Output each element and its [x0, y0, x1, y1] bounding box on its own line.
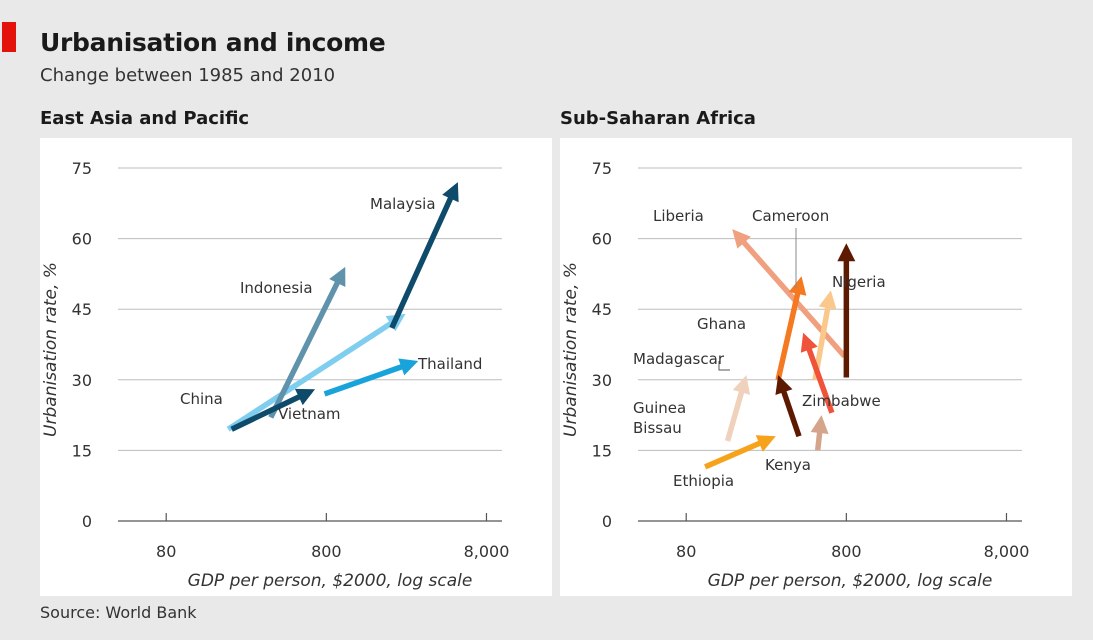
arrow-head-kenya	[810, 415, 829, 434]
x-axis-title: GDP per person, $2000, log scale	[188, 571, 473, 591]
y-tick-label: 45	[592, 300, 612, 319]
y-tick-label: 75	[72, 159, 92, 178]
arrow-head-guinea-bissau	[732, 375, 751, 395]
series-label-malaysia: Malaysia	[370, 195, 436, 213]
y-axis-title: Urbanisation rate, %	[561, 262, 581, 437]
panel-title-sub-saharan-africa: Sub-Saharan Africa	[560, 108, 756, 129]
series-label-nigeria: Nigeria	[832, 273, 886, 291]
arrow-shaft-guinea-bissau	[724, 389, 745, 442]
x-tick-label: 800	[831, 542, 862, 561]
x-tick-label: 800	[311, 542, 342, 561]
x-axis-title: GDP per person, $2000, log scale	[708, 571, 993, 591]
series-label-zimbabwe: Zimbabwe	[802, 392, 881, 410]
arrow-head-madagascar	[775, 375, 793, 396]
arrow-head-ethiopia	[755, 435, 776, 452]
x-tick-label: 8,000	[984, 542, 1030, 561]
series-label-guinea-bissau-line1: Guinea	[633, 399, 686, 417]
y-tick-label: 0	[82, 512, 92, 531]
x-tick-label: 80	[156, 542, 176, 561]
arrow-shaft-madagascar	[780, 389, 802, 438]
leader-line-madagascar	[718, 361, 730, 371]
series-label-ghana: Ghana	[697, 315, 746, 333]
arrow-head-malaysia	[442, 182, 459, 203]
y-tick-label: 15	[592, 441, 612, 460]
series-label-cameroon: Cameroon	[752, 207, 829, 225]
y-tick-label: 30	[72, 371, 92, 390]
chart-panel-sub-saharan-africa: 0 15 30 45 60 75 80 800 8,000 GDP per person, $20…	[560, 138, 1072, 596]
arrow-head-ghana	[788, 276, 807, 296]
arrow-head-vietnam	[294, 388, 316, 406]
chart-svg-sub-saharan-africa: 0 15 30 45 60 75 80 800 8,000 GDP per person, $20…	[561, 159, 1030, 591]
arrow-head-thailand	[398, 358, 419, 376]
y-tick-label: 75	[592, 159, 612, 178]
y-tick-label: 60	[72, 230, 92, 249]
arrow-shaft-vietnam	[230, 393, 302, 432]
series-label-ethiopia: Ethiopia	[673, 472, 734, 490]
arrow-shaft-zimbabwe	[805, 346, 835, 414]
series-label-vietnam: Vietnam	[278, 405, 341, 423]
arrow-shaft-ghana	[775, 291, 801, 381]
arrow-shaft-ethiopia	[704, 440, 763, 470]
series-label-kenya: Kenya	[765, 456, 811, 474]
chart-panel-east-asia: 0 15 30 45 60 75 80 800 8,000 GDP per person, $20…	[40, 138, 552, 596]
arrow-shaft-kenya	[814, 430, 823, 451]
y-tick-label: 0	[602, 512, 612, 531]
y-axis-title: Urbanisation rate, %	[41, 262, 61, 437]
series-label-china: China	[180, 390, 223, 408]
y-tick-label: 45	[72, 300, 92, 319]
series-label-indonesia: Indonesia	[240, 279, 313, 297]
brand-red-tag	[2, 22, 16, 52]
arrow-head-cameroon	[818, 290, 837, 310]
source-note: Source: World Bank	[40, 603, 197, 622]
y-tick-label: 15	[72, 441, 92, 460]
panel-title-east-asia: East Asia and Pacific	[40, 108, 250, 129]
y-tick-label: 30	[592, 371, 612, 390]
arrow-head-zimbabwe	[800, 332, 818, 353]
chart-svg-east-asia: 0 15 30 45 60 75 80 800 8,000 GDP per person, $20…	[41, 159, 510, 591]
arrow-shaft-malaysia	[389, 195, 454, 330]
series-label-thailand: Thailand	[417, 355, 482, 373]
arrow-head-nigeria	[837, 243, 856, 262]
chart-title: Urbanisation and income	[40, 28, 386, 57]
arrow-shaft-indonesia	[268, 279, 341, 419]
arrow-head-indonesia	[329, 266, 346, 287]
series-label-madagascar: Madagascar	[633, 350, 725, 368]
series-label-guinea-bissau-line2: Bissau	[633, 419, 682, 437]
arrow-shaft-thailand	[323, 363, 405, 397]
arrow-shaft-china	[226, 320, 394, 432]
y-tick-label: 60	[592, 230, 612, 249]
chart-subtitle: Change between 1985 and 2010	[40, 65, 336, 86]
x-tick-label: 80	[676, 542, 696, 561]
series-label-liberia: Liberia	[653, 207, 704, 225]
arrow-head-liberia	[732, 229, 751, 249]
x-tick-label: 8,000	[464, 542, 510, 561]
